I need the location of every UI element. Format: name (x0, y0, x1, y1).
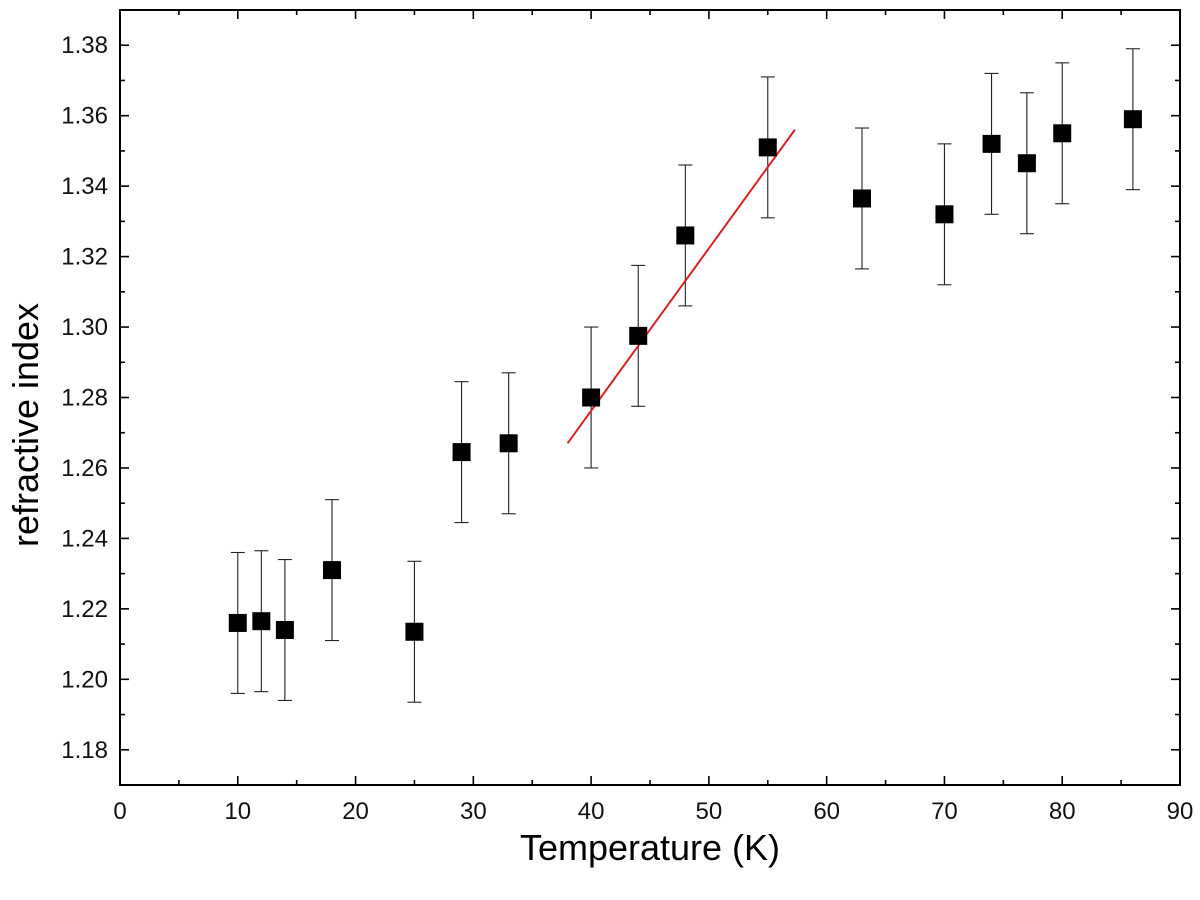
data-point (252, 612, 271, 631)
data-point (323, 561, 341, 580)
x-tick-label: 70 (931, 798, 958, 825)
axes (119, 9, 1181, 786)
data-points (228, 110, 1142, 641)
data-point (676, 226, 695, 245)
x-tick-label: 80 (1049, 798, 1076, 825)
y-tick-label: 1.24 (61, 525, 108, 552)
ticks (119, 9, 1181, 786)
y-tick-label: 1.34 (61, 173, 108, 200)
x-tick-label: 90 (1167, 798, 1194, 825)
x-tick-label: 30 (460, 798, 487, 825)
tick-labels: 0 10 20 30 40 50 60 70 80 90 1.18 1.20 1.22 1.24 1.26 1… (61, 32, 1193, 825)
plot-frame (119, 9, 1181, 786)
y-tick-label: 1.20 (61, 666, 108, 693)
data-point (853, 189, 871, 208)
data-point (275, 621, 294, 639)
data-point (582, 388, 601, 407)
fit-line-group (566, 129, 796, 444)
y-tick-label: 1.38 (61, 32, 108, 59)
data-point (405, 622, 424, 641)
data-point (1053, 124, 1072, 143)
x-axis-title: Temperature (K) (520, 827, 780, 868)
y-tick-label: 1.18 (61, 737, 108, 764)
y-tick-label: 1.30 (61, 314, 108, 341)
y-tick-label: 1.26 (61, 455, 108, 482)
data-point (452, 443, 471, 462)
y-tick-label: 1.22 (61, 596, 108, 623)
x-tick-label: 50 (696, 798, 723, 825)
data-point (758, 138, 777, 157)
y-tick-label: 1.32 (61, 244, 108, 271)
data-point (1017, 154, 1036, 173)
data-point (935, 205, 954, 224)
y-tick-label: 1.28 (61, 385, 108, 412)
y-tick-label: 1.36 (61, 103, 108, 130)
data-point (228, 613, 247, 632)
x-tick-label: 0 (113, 798, 126, 825)
y-axis-title: refractive index (5, 303, 46, 547)
data-point (629, 326, 648, 345)
fit-line (566, 129, 796, 444)
x-tick-label: 20 (342, 798, 369, 825)
x-tick-label: 60 (813, 798, 840, 825)
data-point (982, 134, 1001, 153)
data-point (499, 434, 518, 453)
x-tick-label: 10 (224, 798, 251, 825)
error-bars (230, 48, 1140, 703)
data-point (1123, 110, 1142, 129)
x-tick-label: 40 (578, 798, 605, 825)
